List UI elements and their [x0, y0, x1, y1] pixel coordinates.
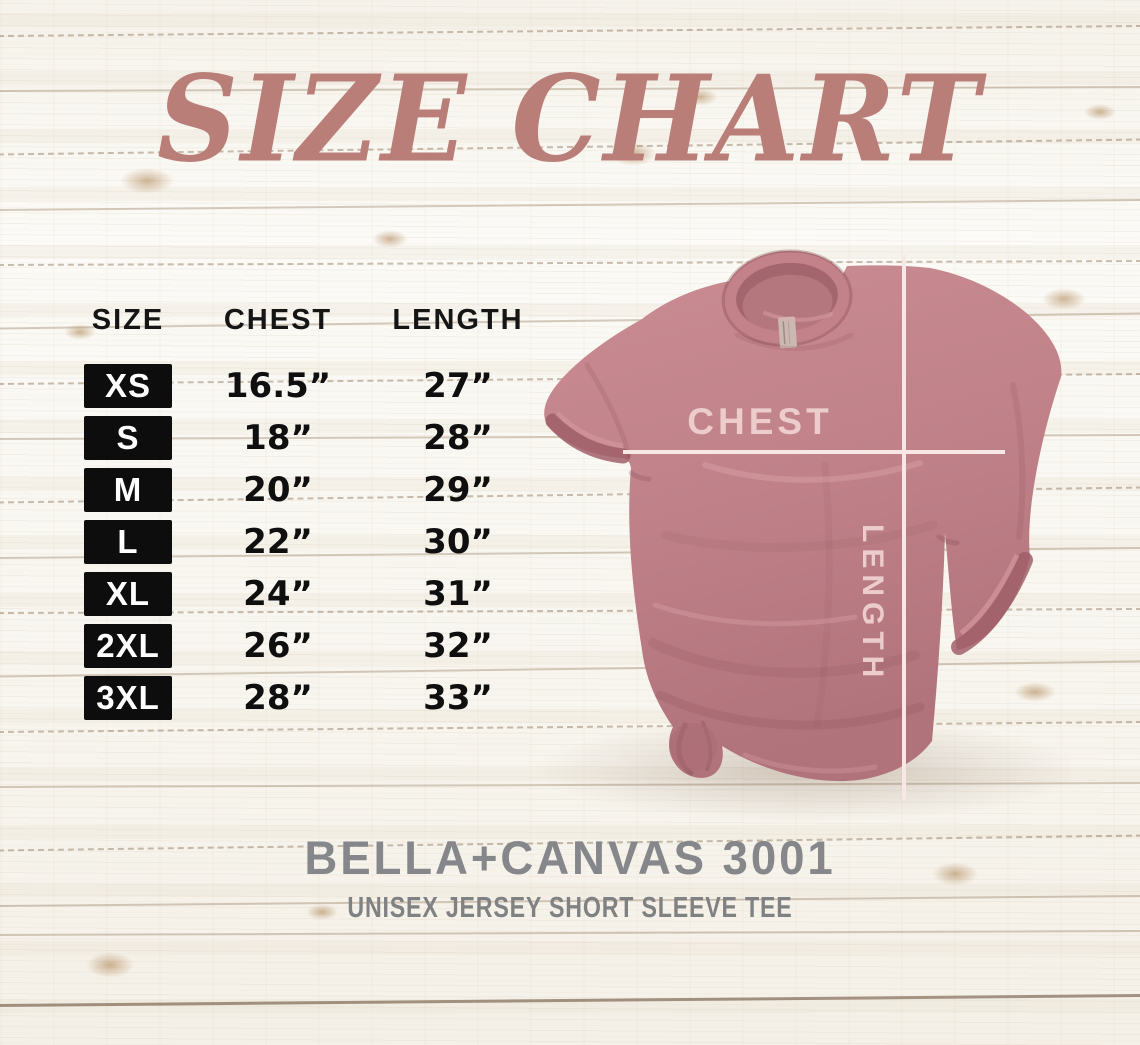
chest-value: 28” — [243, 677, 313, 718]
table-row: L 22” 30” — [78, 519, 538, 564]
right-cuff-highlight — [959, 553, 1020, 635]
chest-value: 26” — [243, 625, 313, 666]
length-value: 27” — [423, 365, 493, 406]
table-row: XS 16.5” 27” — [78, 363, 538, 408]
wood-knot — [680, 88, 718, 106]
table-row: 3XL 28” 33” — [78, 675, 538, 720]
wood-knot — [610, 142, 656, 166]
wood-knot — [1084, 104, 1116, 120]
wood-knot — [64, 324, 96, 340]
wood-knot — [1042, 288, 1086, 310]
size-badge: L — [84, 519, 172, 564]
column-header-size: SIZE — [91, 304, 165, 336]
chest-value: 22” — [243, 521, 313, 562]
wood-knot — [306, 904, 338, 920]
neck-tag — [778, 316, 797, 349]
page-title: SIZE CHART — [157, 50, 983, 189]
size-table-header: SIZE CHEST LENGTH — [78, 304, 538, 337]
left-cuff-highlight — [555, 411, 624, 449]
table-row: XL 24” 31” — [78, 571, 538, 616]
length-value: 30” — [423, 521, 493, 562]
wood-knot — [932, 862, 978, 886]
length-value: 31” — [423, 573, 493, 614]
collar — [721, 249, 853, 347]
right-cuff-roll — [951, 552, 1033, 655]
tshirt-photo — [535, 249, 1070, 822]
wood-knot — [372, 230, 408, 248]
product-type: UNISEX JERSEY SHORT SLEEVE TEE — [347, 892, 793, 924]
wood-knot — [120, 168, 174, 194]
length-measure-label: LENGTH — [856, 524, 889, 684]
table-row: M 20” 29” — [78, 467, 538, 512]
size-badge: S — [84, 415, 172, 460]
left-cuff-roll — [545, 413, 631, 464]
chest-value: 18” — [243, 417, 313, 458]
shirt-wrinkles-dark — [584, 332, 1026, 776]
length-value: 28” — [423, 417, 493, 458]
product-name: BELLA+CANVAS 3001 — [304, 831, 836, 884]
chest-value: 16.5” — [224, 365, 332, 406]
chest-value: 24” — [243, 573, 313, 614]
length-value: 32” — [423, 625, 493, 666]
shirt-body — [544, 265, 1062, 782]
size-badge: XL — [84, 571, 172, 616]
length-value: 29” — [423, 469, 493, 510]
size-badge: 3XL — [84, 675, 172, 720]
table-row: S 18” 28” — [78, 415, 538, 460]
size-table: SIZE CHEST LENGTH XS 16.5” 27” S 18” 28”… — [78, 304, 538, 727]
table-row: 2XL 26” 32” — [78, 623, 538, 668]
chest-measure-label: CHEST — [687, 401, 833, 442]
shirt-wrinkles-light — [652, 311, 923, 774]
length-value: 33” — [423, 677, 493, 718]
chest-value: 20” — [243, 469, 313, 510]
wood-knot — [1014, 682, 1056, 702]
size-badge: M — [84, 467, 172, 512]
size-badge: XS — [84, 363, 172, 408]
size-badge: 2XL — [84, 623, 172, 668]
wood-knot — [86, 952, 134, 978]
column-header-length: LENGTH — [392, 304, 524, 336]
column-header-chest: CHEST — [223, 304, 333, 336]
hem-knot — [669, 723, 717, 771]
